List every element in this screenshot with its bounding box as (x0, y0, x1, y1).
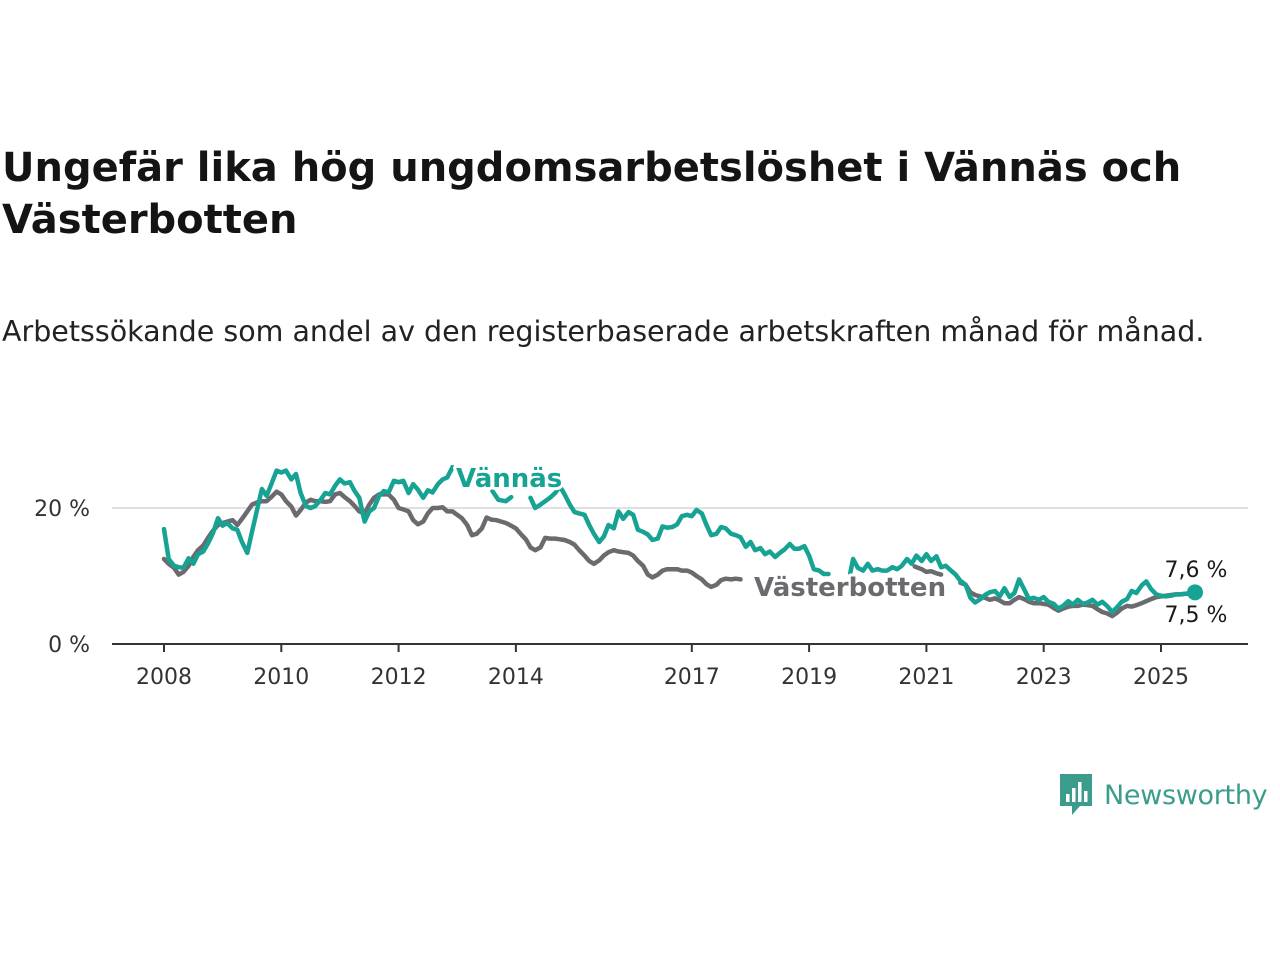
chart-subtitle: Arbetssökande som andel av den registerb… (2, 315, 1205, 348)
series-line (490, 488, 514, 504)
series-label-vasterbotten: Västerbotten (754, 573, 946, 603)
series-line (528, 483, 831, 577)
series-line (912, 564, 944, 577)
series-label-vannas: Vännäs (456, 464, 562, 494)
end-label-vannas: 7,6 % (1165, 558, 1228, 583)
series-labels: VännäsVännäsVästerbottenVästerbotten7,6 … (453, 461, 1228, 628)
series-layer (161, 464, 1198, 619)
x-tick-label: 2019 (781, 665, 837, 690)
series-line (847, 551, 1198, 615)
x-tick-label: 2014 (488, 665, 544, 690)
end-point-marker (1187, 584, 1203, 601)
series-line (958, 580, 1198, 619)
newsworthy-logo-icon (1060, 774, 1092, 815)
x-tick-label: 2010 (253, 665, 309, 690)
end-label-vasterbotten: 7,5 % (1165, 603, 1228, 628)
series-label-vannas-halo: Vännäs (456, 464, 562, 494)
x-tick-label: 2025 (1133, 665, 1189, 690)
y-tick-label: 0 % (48, 633, 90, 658)
x-tick-label: 2008 (136, 665, 192, 690)
x-tick-label: 2021 (898, 665, 954, 690)
x-tick-label: 2012 (371, 665, 427, 690)
brand-logo: Newsworthy (1058, 772, 1268, 818)
series-line (161, 464, 455, 571)
series-label-vasterbotten-halo: Västerbotten (754, 573, 946, 603)
line-chart: VännäsVännäsVästerbottenVästerbotten7,6 … (34, 461, 1248, 690)
x-tick-label: 2017 (664, 665, 720, 690)
brand-name: Newsworthy (1104, 779, 1268, 811)
y-tick-label: 20 % (34, 497, 90, 522)
x-axis: 0 % 20 % 2008 2010 2012 2014 2017 2019 2021 2023 2… (34, 497, 1248, 690)
x-tick-label: 2023 (1016, 665, 1072, 690)
chart-title: Ungefär lika hög ungdomsarbetslöshet i V… (2, 145, 1182, 243)
